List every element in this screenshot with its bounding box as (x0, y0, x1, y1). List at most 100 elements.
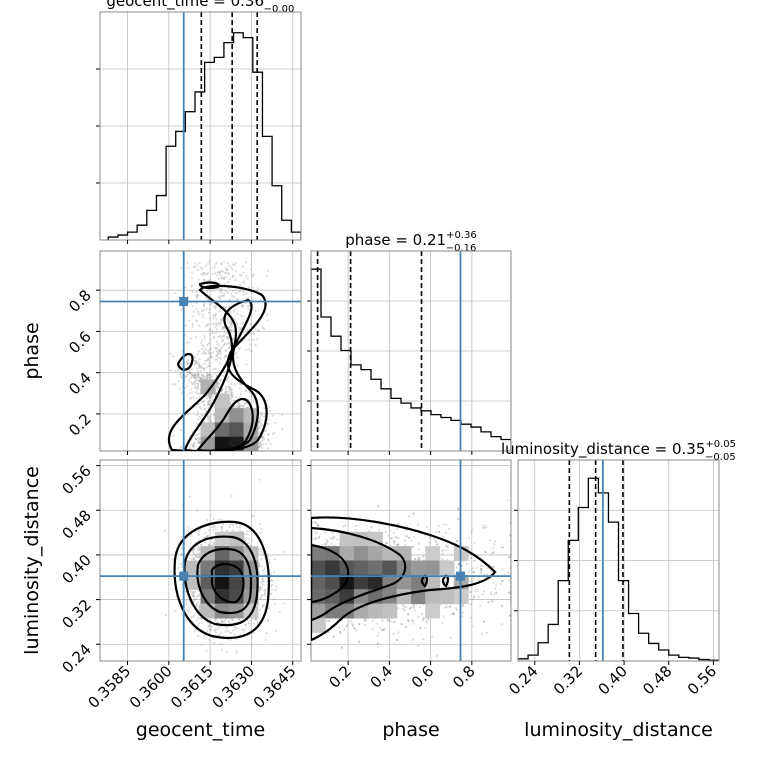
sample-point (193, 558, 195, 560)
sample-point (215, 528, 217, 530)
sample-point (181, 583, 183, 585)
sample-point (207, 263, 209, 265)
sample-point (224, 630, 226, 632)
sample-point (248, 348, 250, 350)
sample-point (231, 324, 233, 326)
sample-point (195, 612, 197, 614)
sample-point (196, 414, 198, 416)
sample-point (206, 397, 208, 399)
sample-point (248, 538, 250, 540)
sample-point (205, 650, 207, 652)
sample-point (251, 540, 253, 542)
sample-point (204, 360, 206, 362)
sample-point (261, 447, 263, 449)
sample-point (224, 276, 226, 278)
sample-point (209, 317, 211, 319)
sample-point (217, 322, 219, 324)
sample-point (246, 533, 248, 535)
sample-point (187, 267, 189, 269)
sample-point (221, 644, 223, 646)
sample-point (175, 370, 177, 372)
sample-point (206, 375, 208, 377)
sample-point (189, 398, 191, 400)
sample-point (273, 571, 275, 573)
sample-point (230, 383, 232, 385)
sample-point (215, 359, 217, 361)
sample-point (241, 629, 243, 631)
sample-point (218, 278, 220, 280)
sample-point (234, 626, 236, 628)
sample-point (240, 393, 242, 395)
sample-point (216, 328, 218, 330)
sample-point (240, 315, 242, 317)
sample-point (189, 607, 191, 609)
sample-point (206, 630, 208, 632)
sample-point (201, 414, 203, 416)
sample-point (234, 264, 236, 266)
sample-point (238, 332, 240, 334)
sample-point (192, 591, 194, 593)
sample-point (209, 396, 211, 398)
sample-point (230, 397, 232, 399)
sample-point (206, 308, 208, 310)
sample-point (197, 411, 199, 413)
sample-point (209, 416, 211, 418)
sample-point (261, 437, 263, 439)
sample-point (247, 308, 249, 310)
sample-point (211, 625, 213, 627)
title-minus: −0.16 (446, 243, 477, 254)
sample-point (191, 383, 193, 385)
sample-point (269, 562, 271, 564)
sample-point (231, 391, 233, 393)
sample-point (198, 622, 200, 624)
sample-point (260, 587, 262, 589)
sample-point (191, 277, 193, 279)
sample-point (239, 529, 241, 531)
sample-point (237, 364, 239, 366)
sample-point (180, 429, 182, 431)
sample-point (212, 529, 214, 531)
sample-point (252, 275, 254, 277)
sample-point (274, 558, 276, 560)
sample-point (208, 357, 210, 359)
sample-point (203, 400, 205, 402)
sample-point (235, 279, 237, 281)
sample-point (228, 321, 230, 323)
sample-point (221, 526, 223, 528)
sample-point (266, 314, 268, 316)
sample-point (202, 367, 204, 369)
sample-point (197, 533, 199, 535)
sample-point (251, 645, 253, 647)
sample-point (225, 388, 227, 390)
sample-point (215, 322, 217, 324)
sample-point (261, 594, 263, 596)
grid-lines (100, 12, 301, 240)
sample-point (193, 381, 195, 383)
sample-point (198, 350, 200, 352)
sample-point (242, 322, 244, 324)
sample-point (185, 600, 187, 602)
sample-point (197, 625, 199, 627)
sample-point (231, 632, 233, 634)
sample-point (253, 515, 255, 517)
sample-point (220, 358, 222, 360)
sample-point (192, 316, 194, 318)
sample-point (197, 383, 199, 385)
sample-point (209, 333, 211, 335)
sample-point (201, 348, 203, 350)
sample-point (212, 368, 214, 370)
title-plus: +0.36 (446, 230, 477, 241)
sample-point (194, 377, 196, 379)
sample-point (223, 261, 225, 263)
sample-point (198, 361, 200, 363)
sample-point (218, 627, 220, 629)
sample-point (257, 622, 259, 624)
sample-point (209, 303, 211, 305)
sample-point (220, 632, 222, 634)
sample-point (221, 292, 223, 294)
sample-point (204, 363, 206, 365)
sample-point (194, 385, 196, 387)
sample-point (191, 375, 193, 377)
sample-point (197, 617, 199, 619)
sample-point (207, 419, 209, 421)
